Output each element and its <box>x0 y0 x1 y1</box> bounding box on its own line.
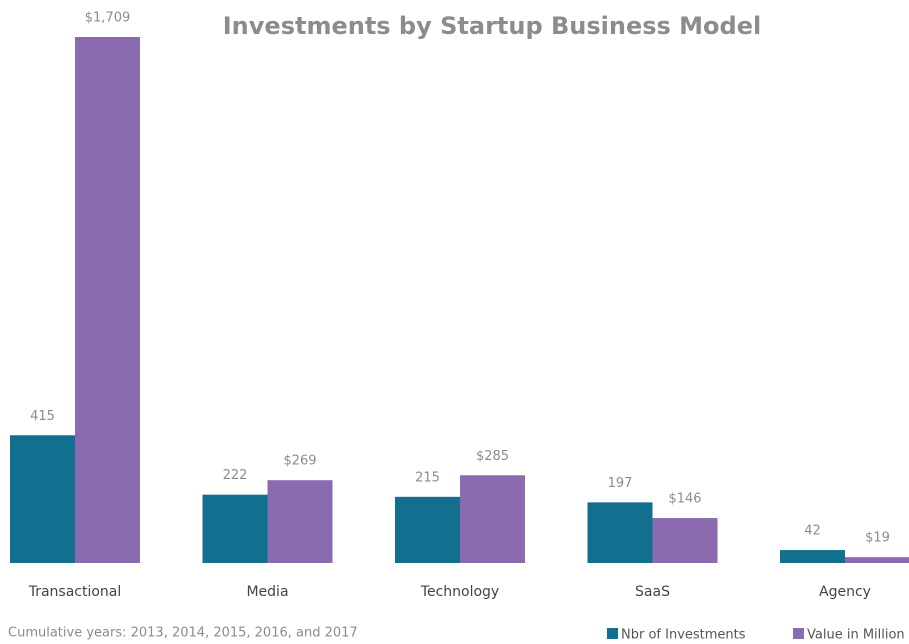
legend-swatch <box>607 628 618 639</box>
footnote: Cumulative years: 2013, 2014, 2015, 2016… <box>8 626 358 641</box>
bar <box>845 557 909 563</box>
x-tick-label: Transactional <box>28 584 122 600</box>
bar <box>10 435 75 563</box>
legend-label: Nbr of Investments <box>621 628 746 643</box>
bar <box>652 518 718 563</box>
bar <box>780 550 845 563</box>
chart-title: Investments by Startup Business Model <box>223 12 761 40</box>
bar <box>75 37 140 563</box>
data-label: $285 <box>476 449 509 464</box>
x-tick-label: SaaS <box>635 584 670 600</box>
legend-swatch <box>793 628 804 639</box>
data-label: 215 <box>415 470 440 485</box>
data-label: 42 <box>804 524 821 539</box>
data-label: $269 <box>283 454 316 469</box>
bar <box>202 494 268 563</box>
data-label: $146 <box>668 492 701 507</box>
bar <box>587 502 653 563</box>
data-label: $19 <box>865 531 890 546</box>
bar <box>460 475 525 563</box>
bar <box>395 496 460 563</box>
legend-label: Value in Million <box>807 628 905 643</box>
bar <box>267 480 333 563</box>
data-label: 222 <box>223 468 248 483</box>
x-tick-label: Media <box>246 584 288 600</box>
data-label: $1,709 <box>85 11 131 26</box>
x-tick-label: Technology <box>420 584 499 600</box>
data-label: 197 <box>608 476 633 491</box>
data-label: 415 <box>30 409 55 424</box>
x-tick-label: Agency <box>819 584 871 600</box>
